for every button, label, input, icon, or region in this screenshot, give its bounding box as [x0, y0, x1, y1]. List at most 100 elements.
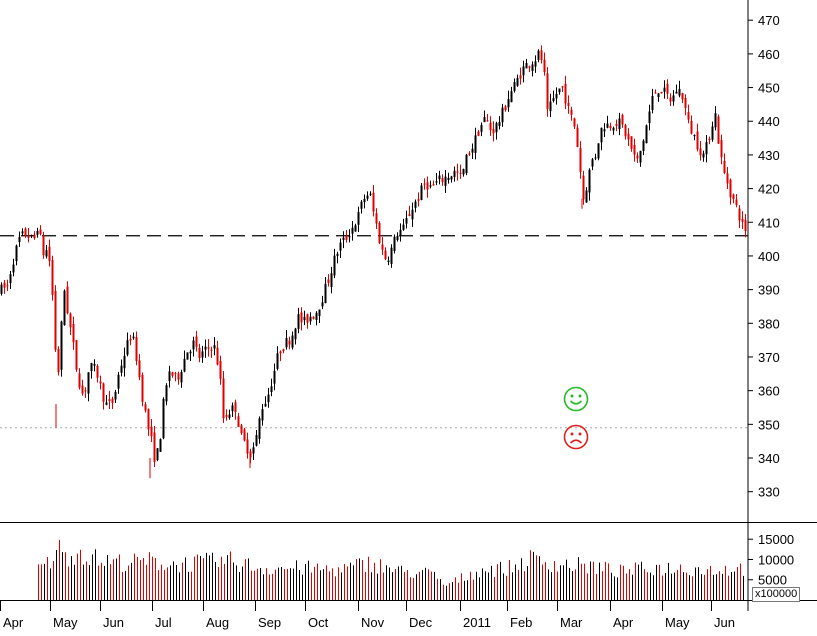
candle-body: [57, 349, 60, 373]
candle-body: [738, 208, 741, 221]
candle-body: [105, 402, 108, 405]
candle-body: [81, 385, 84, 394]
candle-body: [27, 235, 30, 238]
candle-body: [276, 353, 279, 369]
candle-body: [534, 61, 537, 67]
price-tick-label: 380: [758, 316, 780, 331]
candle-body: [441, 178, 444, 183]
candle-body: [648, 111, 651, 124]
candle-body: [261, 409, 264, 421]
candle-body: [69, 313, 72, 328]
candle-body: [336, 253, 339, 257]
candle-body: [66, 286, 69, 314]
candle-body: [339, 242, 342, 251]
candle-body: [333, 255, 336, 276]
candle-body: [417, 199, 420, 201]
candle-body: [303, 316, 306, 321]
candle-body: [519, 75, 522, 79]
candle-body: [159, 439, 162, 452]
candle-body: [72, 324, 75, 343]
candle-body: [357, 211, 360, 225]
candle-body: [663, 87, 666, 92]
candle-body: [615, 123, 618, 126]
candle-body: [360, 201, 363, 209]
candle-body: [627, 133, 630, 140]
candle-body: [540, 50, 543, 61]
candle-body: [606, 123, 609, 128]
candle-body: [300, 312, 303, 323]
month-label: Sep: [258, 615, 281, 630]
candle-body: [666, 83, 669, 94]
candle-body: [315, 312, 318, 321]
price-tick-label: 460: [758, 47, 780, 62]
candle-body: [345, 236, 348, 240]
candle-body: [408, 214, 411, 216]
candle-body: [600, 127, 603, 143]
candle-body: [138, 360, 141, 378]
candle-body: [483, 117, 486, 123]
candle-body: [573, 118, 576, 127]
candle-body: [228, 414, 231, 418]
price-tick-label: 350: [758, 417, 780, 432]
candle-body: [528, 66, 531, 68]
candle-body: [405, 218, 408, 224]
candle-body: [741, 218, 744, 222]
candle-body: [195, 336, 198, 347]
candle-body: [495, 123, 498, 133]
candle-body: [684, 97, 687, 109]
candle-body: [369, 193, 372, 195]
month-label: Aug: [206, 615, 229, 630]
candle-body: [363, 198, 366, 203]
volume-unit-label: x100000: [752, 587, 801, 602]
candle-body: [99, 381, 102, 384]
candle-body: [432, 184, 435, 186]
candle-body: [156, 448, 159, 461]
candle-body: [270, 386, 273, 392]
price-tick-label: 360: [758, 384, 780, 399]
candle-body: [42, 234, 45, 256]
candle-body: [183, 358, 186, 372]
candle-body: [150, 426, 153, 437]
candle-body: [480, 124, 483, 132]
candle-body: [516, 78, 519, 86]
candle-body: [84, 390, 87, 392]
month-label: May: [53, 615, 78, 630]
candle-body: [348, 236, 351, 238]
candle-body: [645, 125, 648, 144]
candle-body: [567, 103, 570, 107]
candle-body: [219, 361, 222, 379]
candle-body: [240, 425, 243, 434]
candle-body: [165, 385, 168, 402]
candle-body: [384, 250, 387, 260]
candle-body: [129, 339, 132, 341]
candle-body: [561, 86, 564, 88]
candle-body: [477, 131, 480, 136]
candle-body: [525, 63, 528, 69]
candle-body: [744, 219, 747, 232]
candle-body: [711, 126, 714, 140]
candle-body: [291, 335, 294, 348]
candle-body: [564, 83, 567, 104]
candle-body: [258, 418, 261, 439]
candle-body: [60, 321, 63, 370]
candle-body: [6, 285, 9, 287]
candle-body: [117, 374, 120, 389]
candle-body: [39, 229, 42, 235]
candle-body: [513, 82, 516, 91]
candle-body: [609, 125, 612, 128]
candle-body: [621, 114, 624, 125]
candle-body: [402, 224, 405, 230]
candle-body: [543, 59, 546, 73]
price-tick-label: 470: [758, 13, 780, 28]
candle-body: [429, 185, 432, 187]
candle-body: [375, 213, 378, 224]
candle-body: [558, 88, 561, 93]
candle-body: [387, 260, 390, 263]
candle-body: [351, 227, 354, 234]
candle-body: [585, 190, 588, 203]
month-label: Apr: [3, 615, 24, 630]
price-axis: 330 340 350 360 370 380 390 400 410 420 430 440 450 4…: [748, 13, 780, 500]
candle-body: [318, 309, 321, 316]
time-axis: Apr May Jun Jul Aug Sep Oct Nov Dec 2011 Feb Mar Apr…: [0, 600, 749, 630]
month-label: May: [665, 615, 690, 630]
